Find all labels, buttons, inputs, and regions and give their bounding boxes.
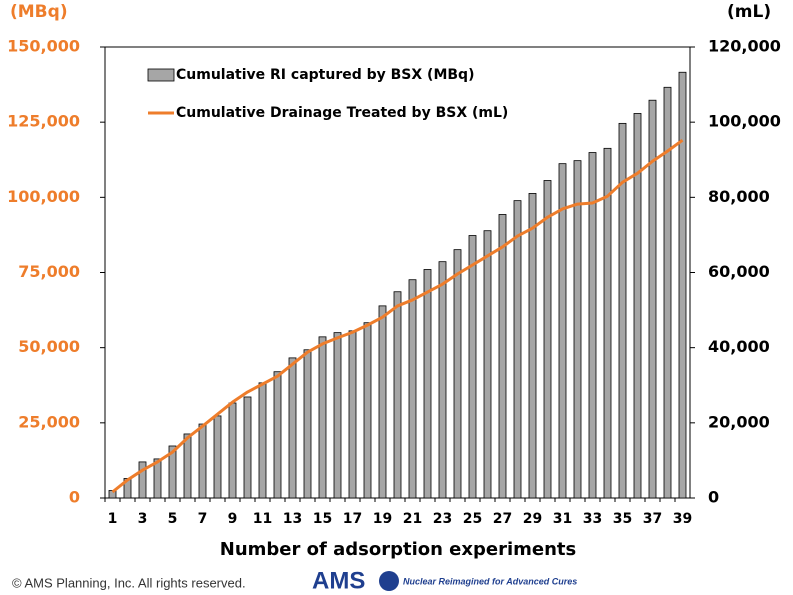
y-tick-label: 0 (69, 488, 80, 507)
bar (303, 349, 312, 499)
bar (243, 396, 252, 499)
y2-tick-label: 20,000 (708, 412, 770, 431)
x-tick-label: 3 (138, 511, 148, 527)
bar (408, 279, 417, 499)
bar (183, 433, 192, 499)
bar (468, 235, 477, 499)
x-tick-label: 21 (403, 511, 422, 527)
bar (348, 330, 357, 499)
bar (573, 160, 582, 499)
x-tick-label: 35 (613, 511, 632, 527)
x-tick-label: 9 (228, 511, 238, 527)
x-tick-label: 5 (168, 511, 178, 527)
x-tick-label: 31 (553, 511, 572, 527)
x-tick-label: 15 (313, 511, 332, 527)
bar (438, 261, 447, 499)
bar (228, 402, 237, 499)
logo-icon (379, 571, 399, 591)
bar (153, 458, 162, 499)
bar (288, 357, 297, 499)
legend-label: Cumulative RI captured by BSX (MBq) (176, 67, 474, 83)
x-tick-label: 27 (493, 511, 512, 527)
y-unit: (MBq) (10, 2, 68, 22)
y-tick-label: 100,000 (7, 187, 80, 206)
bar (603, 147, 612, 499)
y2-tick-label: 40,000 (708, 337, 770, 356)
bar (648, 99, 657, 499)
y-tick-label: 25,000 (18, 412, 80, 431)
bar (513, 200, 522, 499)
bar (663, 86, 672, 499)
bar (678, 71, 687, 499)
bar (558, 163, 567, 499)
bar (168, 445, 177, 499)
x-tick-label: 17 (343, 511, 362, 527)
logo: AMS (312, 567, 365, 594)
y2-tick-label: 120,000 (708, 37, 781, 56)
bar (318, 336, 327, 499)
y2-unit: (mL) (727, 2, 771, 22)
y2-tick-label: 100,000 (708, 112, 781, 131)
line (111, 138, 684, 494)
bar (423, 269, 432, 499)
copyright: © AMS Planning, Inc. All rights reserved… (12, 575, 246, 590)
x-tick-label: 19 (373, 511, 392, 527)
bar (363, 322, 372, 499)
x-tick-label: 29 (523, 511, 542, 527)
bar (138, 461, 147, 499)
bar (213, 415, 222, 499)
x-tick-label: 37 (643, 511, 662, 527)
x-tick-label: 11 (253, 511, 272, 527)
x-axis-label: Number of adsorption experiments (220, 539, 576, 560)
bar (618, 122, 627, 499)
y2-tick-label: 80,000 (708, 187, 770, 206)
y-tick-label: 75,000 (18, 262, 80, 281)
y2-tick-label: 60,000 (708, 262, 770, 281)
x-tick-label: 25 (463, 511, 482, 527)
legend-swatch (147, 68, 175, 82)
tagline: Nuclear Reimagined for Advanced Cures (403, 576, 577, 586)
y-tick-label: 50,000 (18, 337, 80, 356)
x-tick-label: 39 (673, 511, 692, 527)
x-tick-label: 7 (198, 511, 208, 527)
bar (378, 305, 387, 499)
x-tick-label: 1 (108, 511, 118, 527)
x-tick-label: 33 (583, 511, 602, 527)
bar (198, 423, 207, 499)
bar (498, 214, 507, 499)
x-tick-label: 23 (433, 511, 452, 527)
bar (273, 371, 282, 499)
y-tick-label: 150,000 (7, 37, 80, 56)
bar (333, 332, 342, 499)
bar (483, 230, 492, 499)
y-tick-label: 125,000 (7, 112, 80, 131)
bar (453, 249, 462, 499)
bar (258, 382, 267, 499)
bar (528, 193, 537, 499)
bar (543, 180, 552, 499)
legend-label: Cumulative Drainage Treated by BSX (mL) (176, 105, 508, 121)
y2-tick-label: 0 (708, 488, 719, 507)
bar (633, 113, 642, 499)
x-tick-label: 13 (283, 511, 302, 527)
bar (393, 291, 402, 499)
bar (588, 152, 597, 499)
